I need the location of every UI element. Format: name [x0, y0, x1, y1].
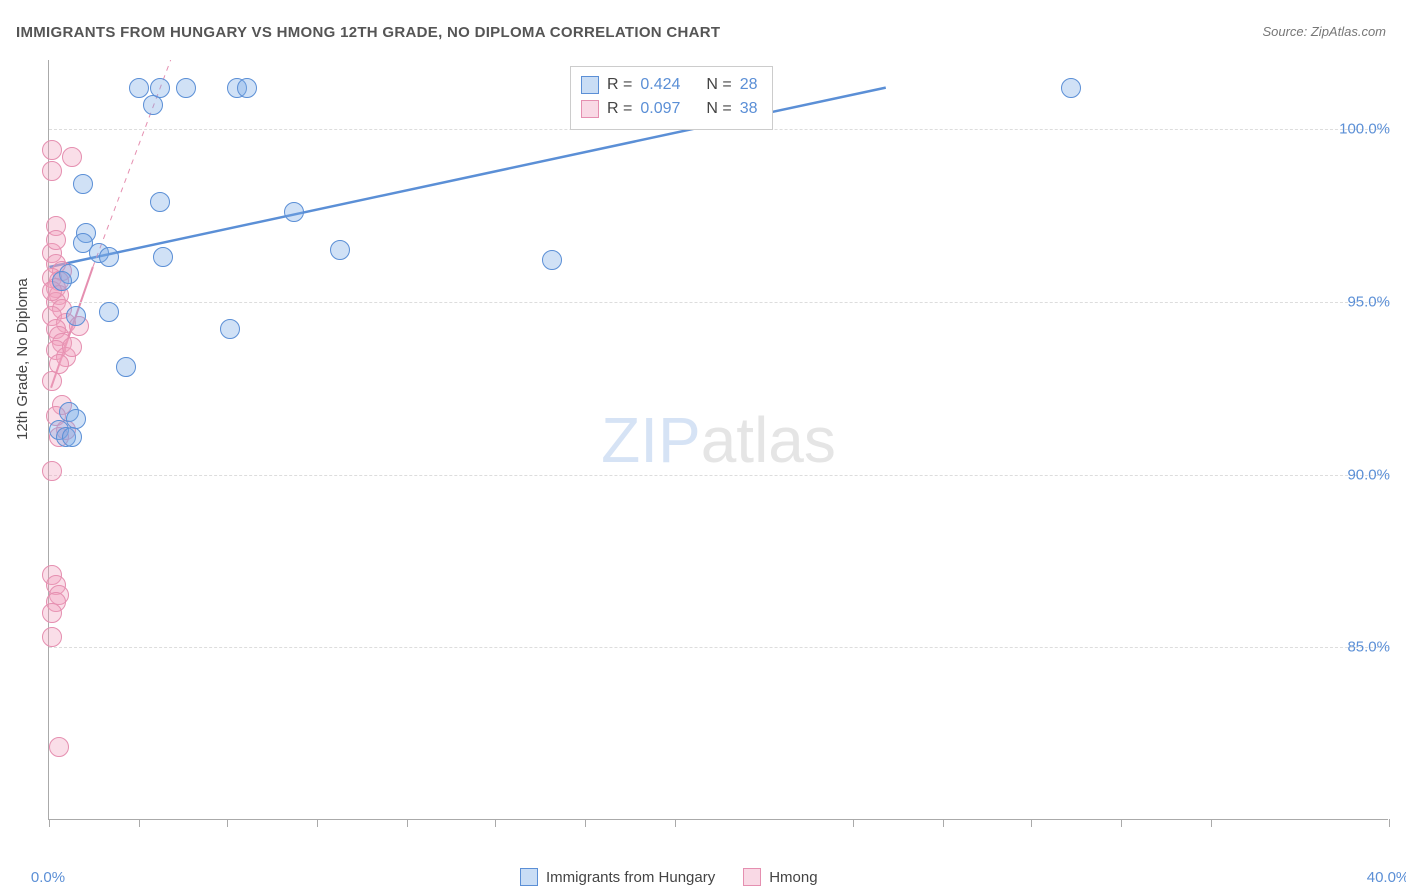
gridline-h	[49, 475, 1388, 476]
y-axis-label: 12th Grade, No Diploma	[14, 278, 31, 440]
x-tick	[853, 819, 854, 827]
stats-row: R = 0.097 N = 38	[581, 97, 758, 121]
scatter-point	[542, 250, 562, 270]
stats-n-label: N =	[706, 97, 731, 121]
scatter-point	[237, 78, 257, 98]
x-tick	[139, 819, 140, 827]
legend-label: Immigrants from Hungary	[546, 869, 715, 886]
source-label: Source: ZipAtlas.com	[1262, 24, 1386, 39]
y-tick-label: 85.0%	[1347, 639, 1390, 656]
gridline-h	[49, 302, 1388, 303]
gridline-h	[49, 647, 1388, 648]
stats-n-value: 28	[740, 73, 758, 97]
watermark-part2: atlas	[701, 404, 836, 476]
x-tick	[585, 819, 586, 827]
x-tick	[675, 819, 676, 827]
scatter-point	[284, 202, 304, 222]
legend-swatch	[520, 868, 538, 886]
x-tick	[49, 819, 50, 827]
chart-plot-area: ZIPatlas	[48, 60, 1388, 820]
x-tick	[1389, 819, 1390, 827]
chart-title: IMMIGRANTS FROM HUNGARY VS HMONG 12TH GR…	[16, 24, 720, 41]
scatter-point	[42, 627, 62, 647]
legend-item: Hmong	[743, 868, 817, 886]
scatter-point	[73, 174, 93, 194]
y-tick-label: 90.0%	[1347, 466, 1390, 483]
legend-swatch	[581, 76, 599, 94]
scatter-point	[62, 337, 82, 357]
x-tick	[1211, 819, 1212, 827]
scatter-point	[129, 78, 149, 98]
scatter-point	[99, 302, 119, 322]
x-tick-label: 0.0%	[31, 869, 65, 886]
stats-legend-box: R = 0.424 N = 28 R = 0.097 N = 38	[570, 66, 773, 130]
scatter-point	[220, 319, 240, 339]
scatter-point	[99, 247, 119, 267]
x-tick	[495, 819, 496, 827]
scatter-point	[52, 271, 72, 291]
bottom-legend: Immigrants from Hungary Hmong	[520, 868, 818, 886]
scatter-point	[150, 192, 170, 212]
legend-swatch	[743, 868, 761, 886]
scatter-point	[1061, 78, 1081, 98]
scatter-point	[46, 230, 66, 250]
scatter-point	[330, 240, 350, 260]
stats-r-label: R =	[607, 73, 632, 97]
scatter-point	[143, 95, 163, 115]
stats-row: R = 0.424 N = 28	[581, 73, 758, 97]
watermark: ZIPatlas	[601, 403, 836, 477]
scatter-point	[42, 461, 62, 481]
x-tick	[1031, 819, 1032, 827]
scatter-point	[62, 147, 82, 167]
stats-r-value: 0.097	[640, 97, 680, 121]
x-tick	[407, 819, 408, 827]
x-tick	[1121, 819, 1122, 827]
x-tick	[317, 819, 318, 827]
stats-n-value: 38	[740, 97, 758, 121]
watermark-part1: ZIP	[601, 404, 701, 476]
stats-n-label: N =	[706, 73, 731, 97]
scatter-point	[116, 357, 136, 377]
legend-item: Immigrants from Hungary	[520, 868, 715, 886]
y-tick-label: 100.0%	[1339, 121, 1390, 138]
legend-swatch	[581, 100, 599, 118]
stats-r-value: 0.424	[640, 73, 680, 97]
scatter-point	[62, 427, 82, 447]
trend-lines-svg	[49, 60, 1388, 819]
scatter-point	[49, 737, 69, 757]
x-tick	[943, 819, 944, 827]
x-tick-label: 40.0%	[1367, 869, 1406, 886]
scatter-point	[42, 161, 62, 181]
legend-label: Hmong	[769, 869, 817, 886]
scatter-point	[176, 78, 196, 98]
scatter-point	[66, 306, 86, 326]
scatter-point	[153, 247, 173, 267]
stats-r-label: R =	[607, 97, 632, 121]
scatter-point	[42, 140, 62, 160]
scatter-point	[42, 603, 62, 623]
x-tick	[227, 819, 228, 827]
scatter-point	[42, 371, 62, 391]
y-tick-label: 95.0%	[1347, 293, 1390, 310]
